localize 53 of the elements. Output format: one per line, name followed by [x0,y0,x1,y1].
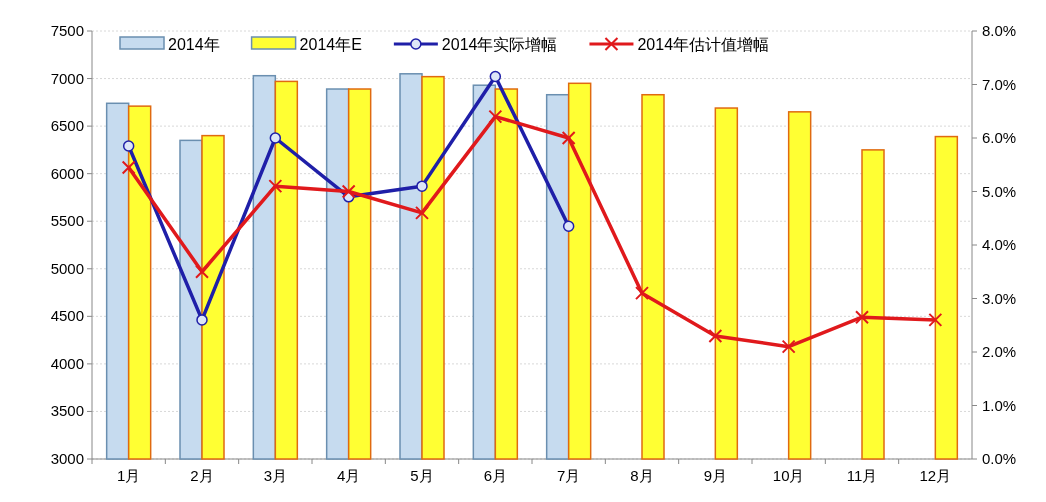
x-tick-label: 2月 [190,467,214,484]
point [489,70,502,83]
point [416,180,428,192]
y-tick-label: 7000 [50,69,84,87]
x-tick-label: 11月 [846,467,878,484]
x-tick-label: 4月 [336,467,361,484]
y-tick-label: 5500 [50,212,84,230]
point [121,160,136,175]
point [561,131,576,145]
point [122,140,135,152]
legend-label: 2014年 [168,36,220,53]
point [341,184,356,199]
y-tick-label: 7500 [50,22,84,39]
y2-tick-label: 6.0% [982,129,1017,146]
y2-tick-label: 3.0% [982,289,1017,307]
point [269,132,282,144]
y-tick-label: 4500 [50,307,84,325]
point [635,286,649,301]
y2-tick-label: 4.0% [982,236,1017,253]
point [195,264,209,279]
y2-tick-label: 1.0% [982,396,1017,414]
point [415,205,429,220]
point [855,310,869,325]
point [268,179,283,194]
legend-label: 2014年E [299,36,362,53]
x-tick-label: 9月 [703,467,728,484]
x-tick-label: 10月 [772,467,805,484]
x-tick-label: 1月 [116,467,141,484]
y-tick-label: 3500 [50,402,84,420]
x-tick-label: 5月 [410,467,434,484]
y2-tick-label: 2.0% [982,343,1017,360]
point [196,314,208,326]
point [488,109,503,124]
legend-label: 2014年实际增幅 [441,36,558,53]
point [708,328,723,343]
y2-tick-label: 8.0% [982,22,1017,39]
point [781,339,796,354]
x-tick-label: 7月 [556,467,581,484]
y-tick-label: 6000 [50,164,84,182]
point [928,312,943,327]
legend-label: 2014年估计值增幅 [637,36,770,53]
x-tick-label: 3月 [263,467,288,484]
x-tick-label: 6月 [483,467,508,484]
x-tick-label: 12月 [919,467,952,484]
x-tick-label: 8月 [630,467,654,484]
y-tick-label: 4000 [50,354,84,372]
y-tick-label: 3000 [50,450,84,467]
y2-tick-label: 0.0% [982,450,1017,467]
point [562,220,575,233]
y2-tick-label: 5.0% [982,182,1017,200]
y2-tick-label: 7.0% [982,75,1017,93]
y-tick-label: 5000 [50,259,84,277]
y-tick-label: 6500 [50,117,84,135]
